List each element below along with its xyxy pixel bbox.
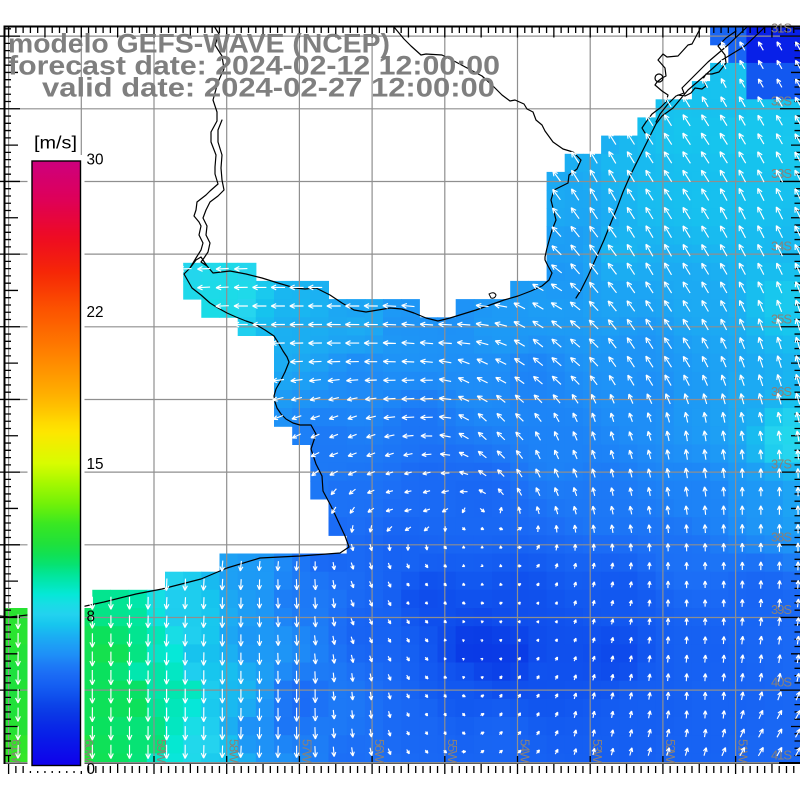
svg-text:56W: 56W (372, 739, 387, 764)
svg-text:8: 8 (87, 609, 96, 626)
svg-text:57W: 57W (299, 739, 314, 764)
svg-text:36S: 36S (771, 384, 792, 399)
svg-text:35S: 35S (771, 311, 792, 326)
svg-text:0: 0 (87, 761, 96, 778)
svg-text:modelo GEFS-WAVE (NCEP): modelo GEFS-WAVE (NCEP) (8, 29, 390, 59)
svg-text:valid date: 2024-02-27 12:00:0: valid date: 2024-02-27 12:00:00 (42, 73, 495, 103)
svg-text:34S: 34S (771, 239, 792, 254)
svg-text:[m/s]: [m/s] (34, 133, 77, 153)
svg-text:52W: 52W (663, 739, 678, 764)
svg-text:39S: 39S (771, 602, 792, 617)
svg-text:31S: 31S (771, 21, 792, 36)
svg-text:61W: 61W (9, 739, 24, 764)
svg-text:58W: 58W (227, 739, 242, 764)
svg-text:15: 15 (87, 456, 104, 473)
svg-text:37S: 37S (771, 457, 792, 472)
svg-text:54W: 54W (518, 739, 533, 764)
svg-text:53W: 53W (590, 739, 605, 764)
svg-text:41S: 41S (771, 747, 792, 762)
svg-text:55W: 55W (445, 739, 460, 764)
svg-text:40S: 40S (771, 675, 792, 690)
svg-text:38S: 38S (771, 529, 792, 544)
svg-text:59W: 59W (154, 739, 169, 764)
svg-text:51W: 51W (736, 739, 751, 764)
svg-text:30: 30 (87, 152, 104, 169)
svg-text:33S: 33S (771, 166, 792, 181)
svg-text:22: 22 (87, 304, 104, 321)
svg-text:forecast date: 2024-02-12 12:0: forecast date: 2024-02-12 12:00:00 (8, 51, 500, 81)
